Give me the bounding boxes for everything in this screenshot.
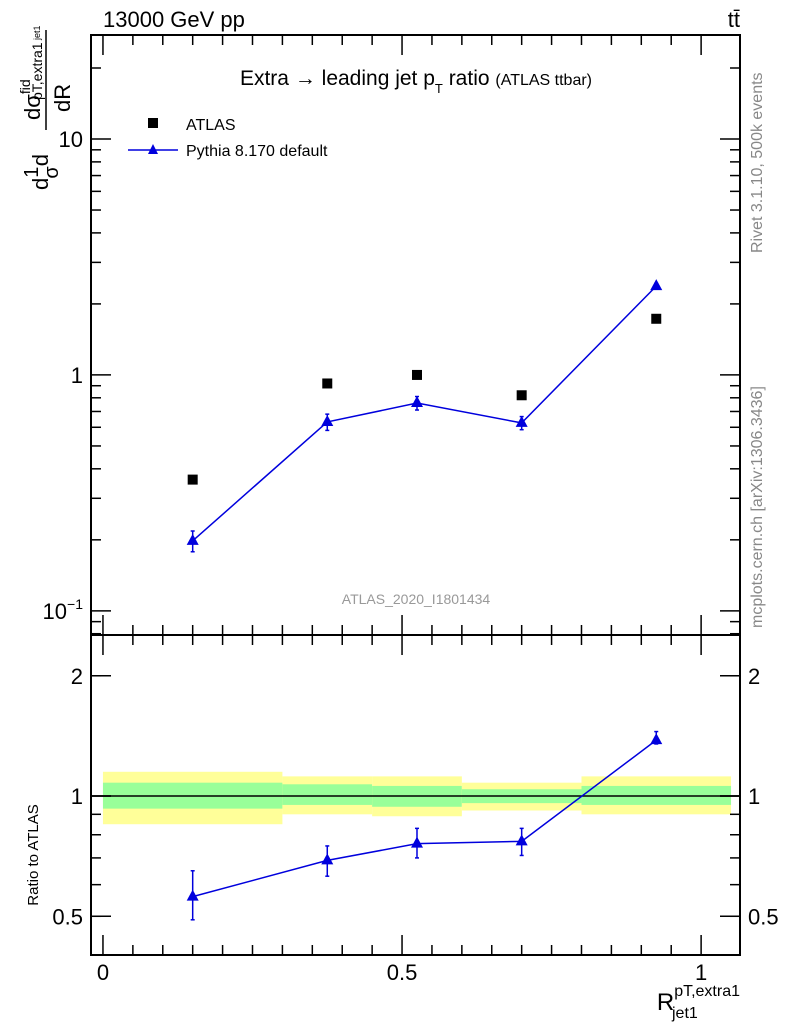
svg-text:jet1: jet1	[32, 25, 42, 41]
pythia-point	[410, 396, 423, 408]
ratio-ytick-label-right: 1	[748, 784, 760, 809]
main-ytick-label: 1	[71, 363, 83, 388]
ratio-pythia-point	[321, 853, 334, 865]
svg-text:d1σd: d1σd	[21, 154, 63, 190]
legend-pythia-marker	[148, 144, 158, 154]
ratio-ytick-label-right: 2	[748, 664, 760, 689]
atlas-point	[322, 378, 333, 389]
header-left: 13000 GeV pp	[103, 7, 245, 32]
ratio-pythia-point	[515, 834, 528, 846]
rivet-label: Rivet 3.1.10, 500k events	[749, 72, 766, 253]
header-right: tt̄	[728, 7, 740, 32]
main-ytick-label: 10−1	[43, 596, 84, 624]
main-panel: 10−1 1 10	[43, 34, 741, 955]
ratio-pythia-point	[650, 733, 663, 745]
pythia-line	[192, 285, 657, 542]
legend: ATLAS Pythia 8.170 default	[128, 117, 328, 160]
x-axis-label: RpT,extra1	[657, 983, 740, 1016]
watermark: ATLAS_2020_I1801434	[342, 591, 491, 607]
legend-atlas-marker	[148, 118, 158, 128]
ratio-y-axis-label: Ratio to ATLAS	[25, 804, 42, 905]
svg-text:pT,extra1: pT,extra1	[29, 42, 45, 100]
x-tick-label: 0	[97, 960, 109, 985]
ratio-pythia-point	[186, 889, 199, 901]
x-axis-label-sub: jet1	[671, 1005, 698, 1022]
svg-text:dσfid: dσfid	[17, 79, 45, 120]
x-tick-label: 1	[695, 960, 707, 985]
ratio-ytick-label-right: 0.5	[748, 904, 779, 929]
main-y-axis-label: d1σd dσfid pT,extra1 jet1 dR	[17, 25, 75, 190]
pythia-point	[650, 279, 663, 291]
svg-text:dR: dR	[50, 84, 75, 112]
main-title: Extra → leading jet pT ratio (ATLAS ttba…	[240, 67, 592, 96]
ratio-panel: 0.5 0.5 1 1 2 2 0 0.5 1	[52, 634, 779, 985]
atlas-point	[516, 390, 527, 401]
ratio-ytick-label: 2	[71, 664, 83, 689]
x-tick-label: 0.5	[387, 960, 418, 985]
ratio-band-green	[282, 784, 373, 805]
mcplots-label: mcplots.cern.ch [arXiv:1306.3436]	[749, 386, 766, 628]
ratio-pythia-point	[410, 836, 423, 848]
legend-pythia-label: Pythia 8.170 default	[186, 143, 328, 160]
atlas-point	[411, 369, 422, 380]
pythia-point	[515, 415, 528, 427]
ratio-ytick-label: 1	[71, 784, 83, 809]
pythia-point	[186, 533, 199, 545]
main-ytick-label: 10	[59, 127, 83, 152]
ratio-ytick-label: 0.5	[52, 904, 83, 929]
pythia-point	[321, 414, 334, 426]
atlas-point	[187, 474, 198, 485]
atlas-point	[651, 313, 662, 324]
ratio-frame	[90, 634, 741, 956]
legend-atlas-label: ATLAS	[186, 117, 236, 134]
